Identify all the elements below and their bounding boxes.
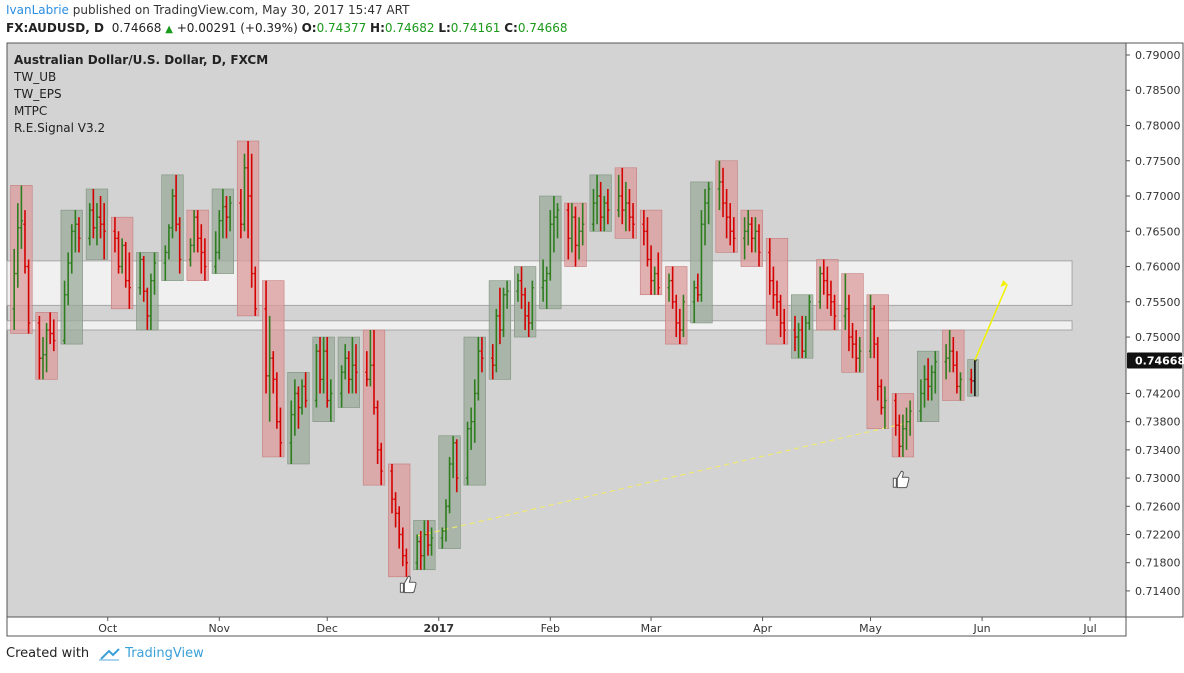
time-tick-label: May [859, 622, 882, 635]
ohlc-line: FX:AUDUSD, D 0.74668 ▲ +0.00291 (+0.39%)… [6, 21, 567, 35]
time-tick-label: Nov [209, 622, 231, 635]
author-link[interactable]: IvanLabrie [6, 3, 69, 17]
up-triangle-icon: ▲ [165, 24, 173, 35]
price-tick-label: 0.72600 [1135, 500, 1181, 513]
time-tick-label: Feb [541, 622, 560, 635]
indicator-label: MTPC [14, 104, 47, 118]
support-trendline [417, 422, 907, 537]
time-axis-panel [6, 616, 1127, 637]
price-tick-label: 0.71800 [1135, 557, 1181, 570]
close-label: C: [504, 21, 518, 35]
change-value: +0.00291 (+0.39%) [176, 21, 298, 35]
price-tick-label: 0.76000 [1135, 261, 1181, 274]
price-tick-label: 0.77000 [1135, 190, 1181, 203]
price-tick-label: 0.72200 [1135, 528, 1181, 541]
price-tick-label: 0.73400 [1135, 444, 1181, 457]
indicator-label: TW_UB [13, 70, 56, 84]
time-tick-label: Dec [317, 622, 338, 635]
time-tick-label: Jul [1082, 622, 1096, 635]
time-tick-label: Oct [98, 622, 118, 635]
tradingview-link[interactable]: TradingView [125, 646, 204, 661]
price-tick-label: 0.77500 [1135, 155, 1181, 168]
price-tick-label: 0.76500 [1135, 225, 1181, 238]
indicator-label: R.E.Signal V3.2 [14, 121, 105, 135]
high-value: 0.74682 [384, 21, 435, 35]
projection-line [974, 283, 1008, 361]
last-price-label: 0.74668 [1135, 354, 1184, 367]
price-tick-label: 0.78000 [1135, 120, 1181, 133]
open-label: O: [301, 21, 317, 35]
projection-arrow-icon [1000, 280, 1008, 288]
price-tick-label: 0.73800 [1135, 416, 1181, 429]
price-tick-label: 0.73000 [1135, 472, 1181, 485]
chart-title: Australian Dollar/U.S. Dollar, D, FXCM [14, 53, 268, 67]
low-label: L: [438, 21, 451, 35]
cloud-logo-icon [99, 647, 120, 661]
resistance-zone-2 [6, 320, 1073, 331]
published-text: published on TradingView.com, May 30, 20… [72, 3, 410, 17]
symbol-label: FX:AUDUSD, D [6, 21, 104, 35]
time-tick-label: Mar [641, 622, 662, 635]
created-with-text: Created with [6, 646, 90, 661]
weekly-range-box [60, 209, 83, 345]
footer: Created with TradingView [6, 646, 204, 661]
price-axis-panel [1125, 42, 1184, 618]
time-tick-label: 2017 [423, 622, 454, 635]
indicator-label: TW_EPS [13, 87, 62, 101]
publish-line: IvanLabrie published on TradingView.com,… [6, 3, 409, 17]
price-tick-label: 0.78500 [1135, 84, 1181, 97]
last-price: 0.74668 [111, 21, 162, 35]
close-value: 0.74668 [517, 21, 568, 35]
price-tick-label: 0.71400 [1135, 585, 1181, 598]
price-tick-label: 0.75000 [1135, 331, 1181, 344]
last-price-tag [1127, 352, 1182, 369]
thumbs-up-icon [399, 575, 417, 594]
low-value: 0.74161 [450, 21, 501, 35]
thumbs-up-icon [892, 470, 910, 489]
time-tick-label: Jun [972, 622, 990, 635]
time-tick-label: Apr [753, 622, 773, 635]
open-value: 0.74377 [316, 21, 367, 35]
price-tick-label: 0.75500 [1135, 296, 1181, 309]
weekly-range-box [967, 359, 979, 397]
high-label: H: [370, 21, 385, 35]
price-tick-label: 0.79000 [1135, 49, 1181, 62]
price-tick-label: 0.74200 [1135, 387, 1181, 400]
